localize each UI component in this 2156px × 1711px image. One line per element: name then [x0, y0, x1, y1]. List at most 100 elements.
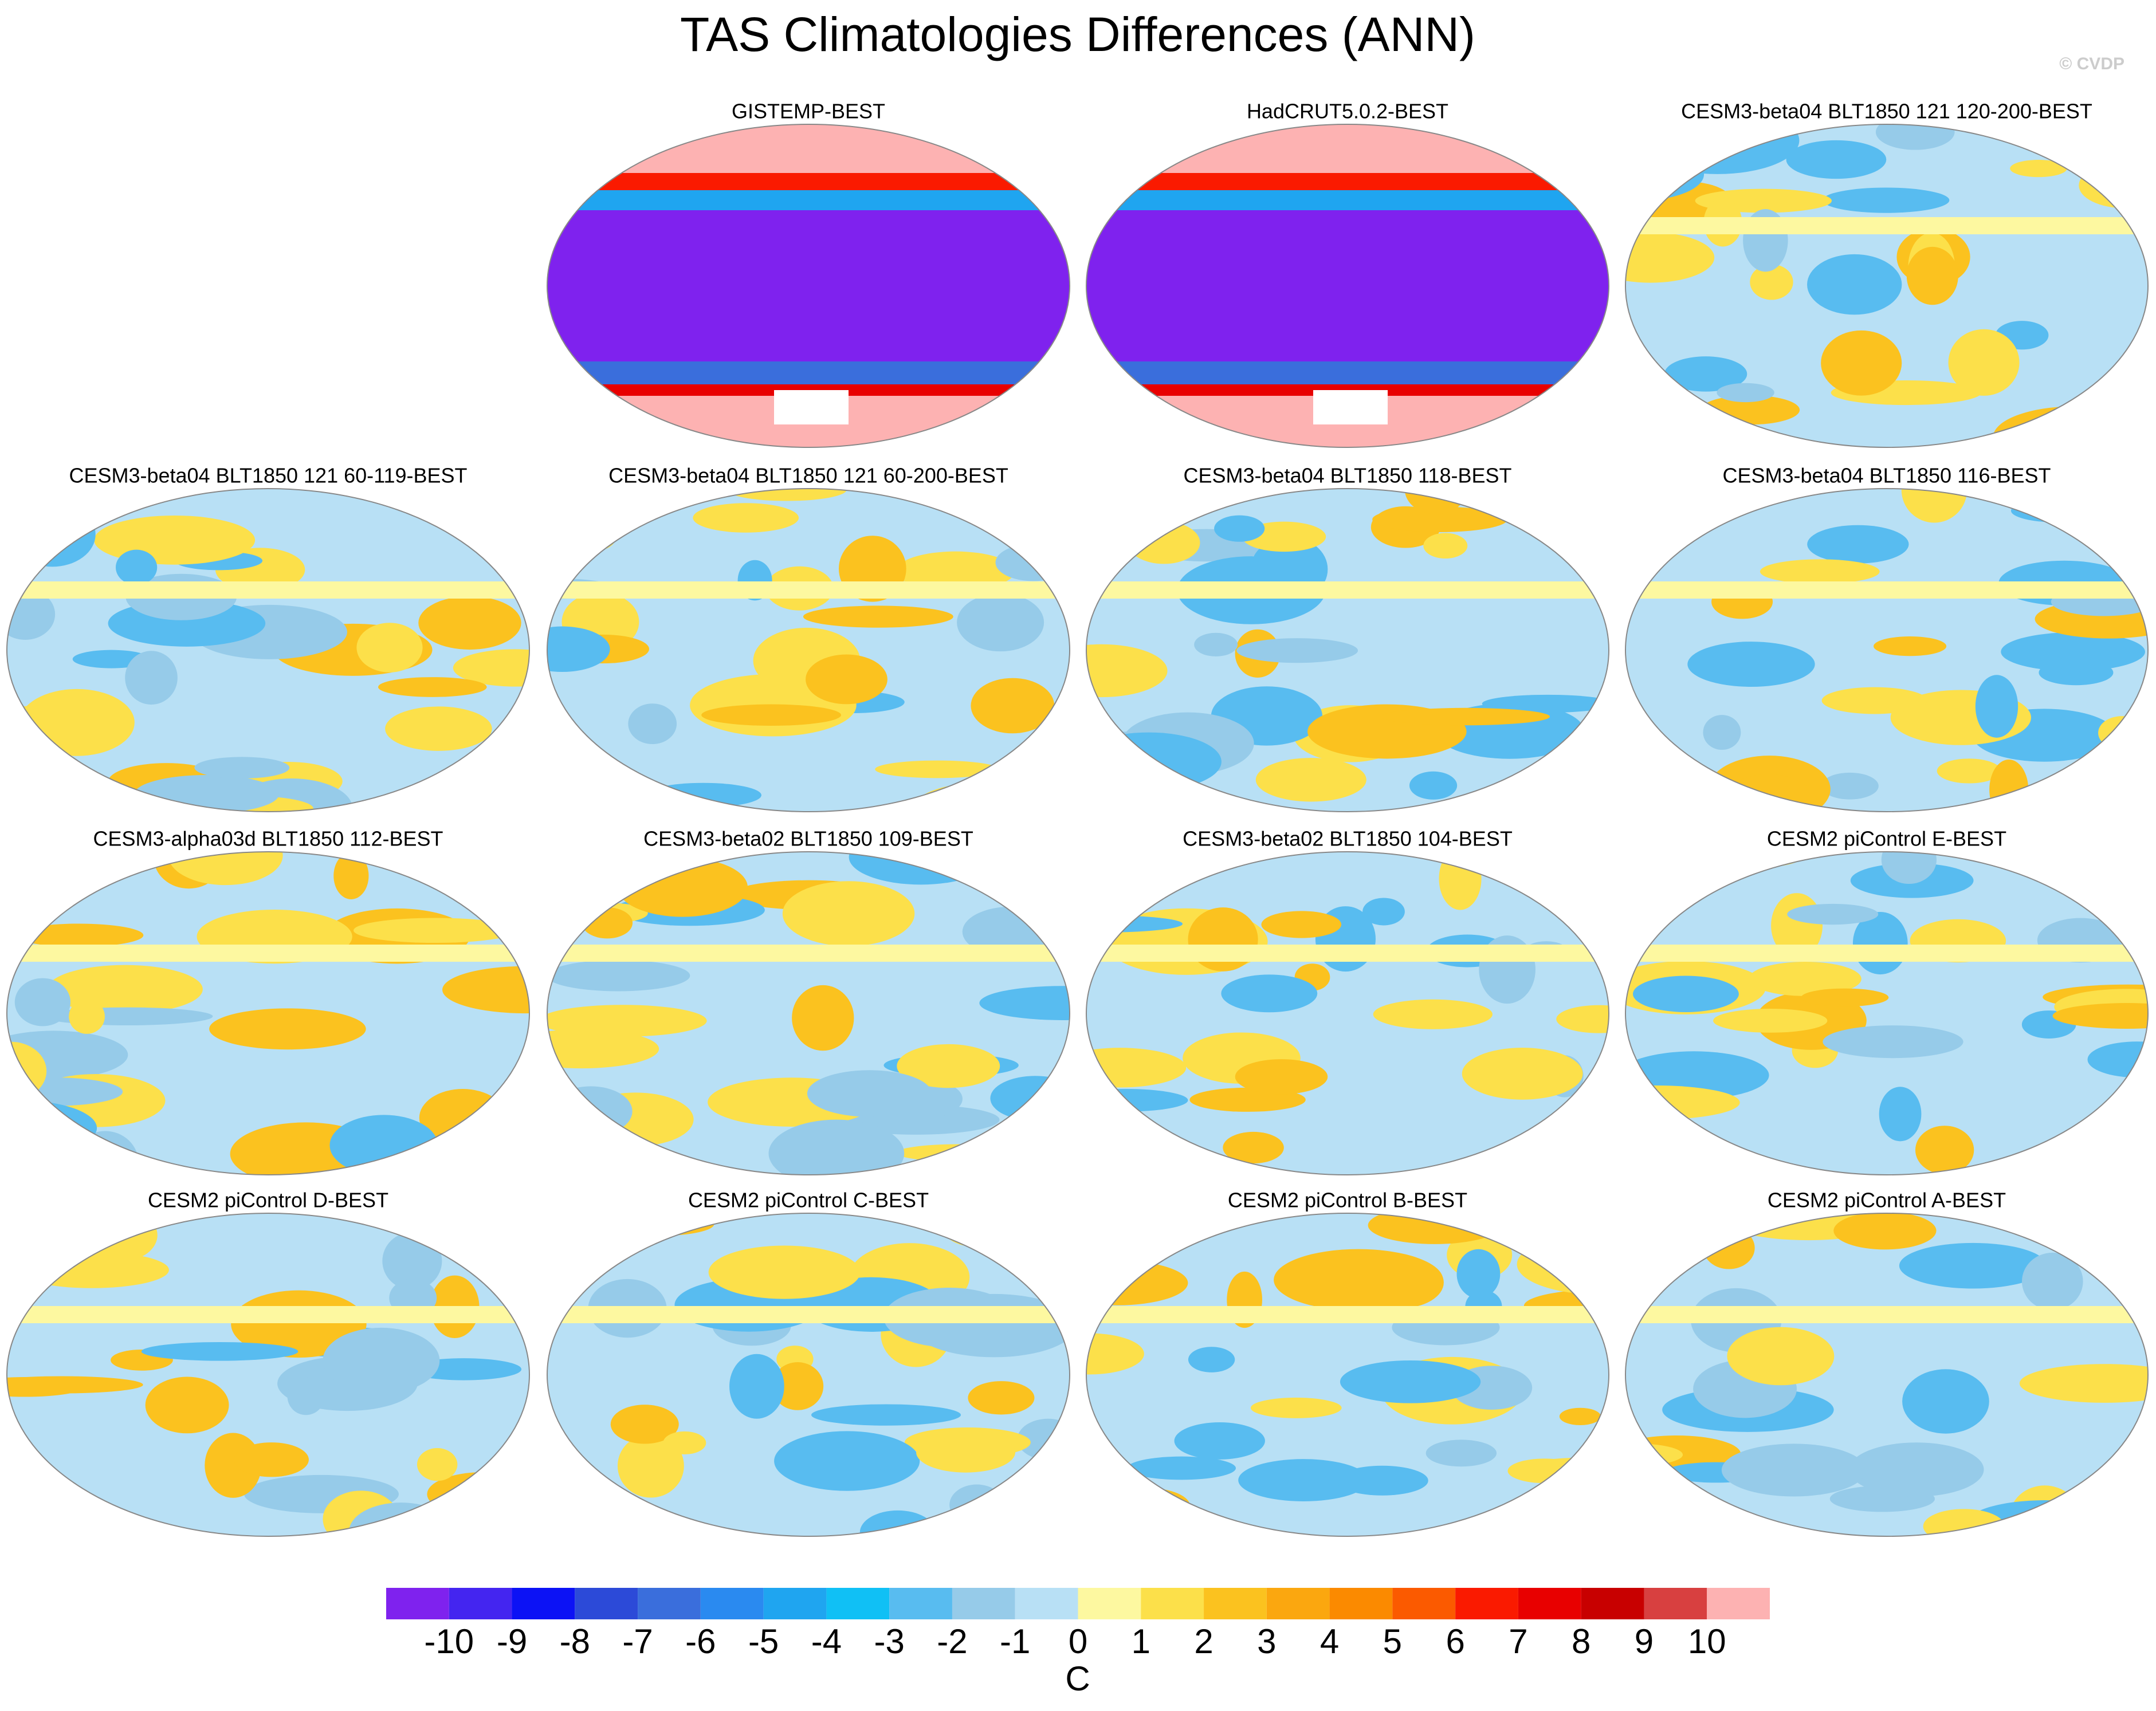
- blob: [1849, 1442, 1984, 1497]
- band: [547, 581, 1070, 599]
- blob: [7, 1376, 143, 1394]
- panel-title: CESM2 piControl A-BEST: [1768, 1189, 2006, 1212]
- blob: [1372, 506, 1508, 532]
- blob: [1703, 1226, 1755, 1269]
- figure-title: TAS Climatologies Differences (ANN): [680, 7, 1475, 61]
- blob: [1703, 715, 1741, 750]
- blob: [1721, 1443, 1867, 1497]
- colorbar-box: [1329, 1588, 1393, 1619]
- band: [1625, 1306, 2148, 1323]
- blob: [1086, 644, 1168, 698]
- blob: [1250, 1397, 1342, 1418]
- blob: [1879, 1087, 1922, 1142]
- map-outline: [1625, 1213, 2149, 1537]
- blob: [115, 549, 158, 585]
- blob: [1086, 1108, 1117, 1135]
- panel-title: GISTEMP-BEST: [732, 100, 885, 123]
- map: [1625, 124, 2148, 447]
- colorbar-box: [1707, 1588, 1770, 1619]
- colorbar-box: [1015, 1588, 1078, 1619]
- colorbar-tick-label: -10: [424, 1622, 474, 1661]
- blob: [1760, 559, 1880, 584]
- blob: [1975, 675, 2018, 738]
- colorbar-tick-label: 1: [1132, 1622, 1150, 1661]
- blob: [1787, 903, 1879, 925]
- blob: [89, 1213, 158, 1261]
- blob: [1881, 852, 1937, 884]
- map: [547, 1213, 1070, 1536]
- blob: [1194, 632, 1238, 657]
- colorbar-box: [1455, 1588, 1518, 1619]
- map-outline: [1625, 124, 2149, 448]
- blob: [1556, 1005, 1609, 1033]
- map-outline: [6, 851, 530, 1175]
- blob: [378, 677, 487, 697]
- blob: [682, 802, 720, 812]
- blob: [1993, 406, 2148, 447]
- colorbar-tick-label: 2: [1194, 1622, 1213, 1661]
- blob: [69, 999, 105, 1034]
- colorbar-box: [386, 1588, 449, 1619]
- blob: [628, 703, 677, 745]
- blob: [1086, 1088, 1188, 1112]
- blob: [1625, 1085, 1740, 1120]
- blob: [1127, 1456, 1236, 1480]
- blob: [1235, 1059, 1328, 1095]
- blob: [979, 986, 1070, 1020]
- blob: [1717, 383, 1774, 403]
- blob: [450, 1489, 517, 1536]
- blob: [859, 1510, 936, 1536]
- blob: [549, 1086, 633, 1136]
- colorbar-box: [1644, 1588, 1707, 1619]
- blob: [896, 551, 1015, 591]
- panel-title: HadCRUT5.0.2-BEST: [1247, 100, 1448, 123]
- band: [7, 1306, 529, 1323]
- blob: [2084, 489, 2148, 514]
- panel-title: CESM3-beta04 BLT1850 121 60-200-BEST: [608, 464, 1008, 487]
- blob: [1106, 1488, 1191, 1525]
- blob: [1625, 1486, 1722, 1531]
- blob: [729, 1354, 784, 1419]
- blob: [445, 1213, 527, 1237]
- blob: [287, 1377, 325, 1415]
- blob: [2090, 852, 2129, 900]
- blob: [349, 1502, 454, 1536]
- blob: [708, 1245, 861, 1299]
- blob: [896, 1144, 1022, 1162]
- blob: [1666, 428, 1762, 447]
- blob: [1823, 187, 1950, 213]
- blob: [693, 503, 799, 533]
- panel-title: CESM2 piControl B-BEST: [1228, 1189, 1467, 1212]
- blob: [990, 1076, 1070, 1121]
- blob: [1188, 1347, 1235, 1372]
- blob: [407, 853, 529, 881]
- blob: [1749, 961, 1862, 996]
- blob: [1902, 1369, 1989, 1434]
- map-outline: [6, 1213, 530, 1537]
- blob: [1223, 1131, 1284, 1164]
- blob: [547, 1005, 707, 1037]
- blob: [968, 1381, 1035, 1415]
- blob: [356, 623, 423, 672]
- blob: [1664, 356, 1747, 392]
- blob: [1821, 687, 1927, 714]
- blob: [1340, 1360, 1481, 1403]
- blob: [772, 1362, 824, 1410]
- map-outline: [1625, 851, 2149, 1175]
- map-outline: [1625, 488, 2149, 812]
- blob: [617, 858, 748, 917]
- blob: [418, 596, 521, 650]
- colorbar-box: [700, 1588, 764, 1619]
- blob: [1255, 758, 1366, 802]
- blob: [1899, 1242, 2047, 1289]
- band: [1086, 1306, 1609, 1323]
- panel-title: CESM2 piControl E-BEST: [1767, 827, 2006, 851]
- blob: [1423, 533, 1468, 559]
- blob: [2021, 1252, 2083, 1311]
- blob: [897, 1044, 1000, 1088]
- blob: [459, 853, 529, 918]
- blob: [1362, 898, 1405, 926]
- blob: [1937, 758, 2001, 784]
- blob: [547, 959, 690, 992]
- band: [1625, 581, 2148, 599]
